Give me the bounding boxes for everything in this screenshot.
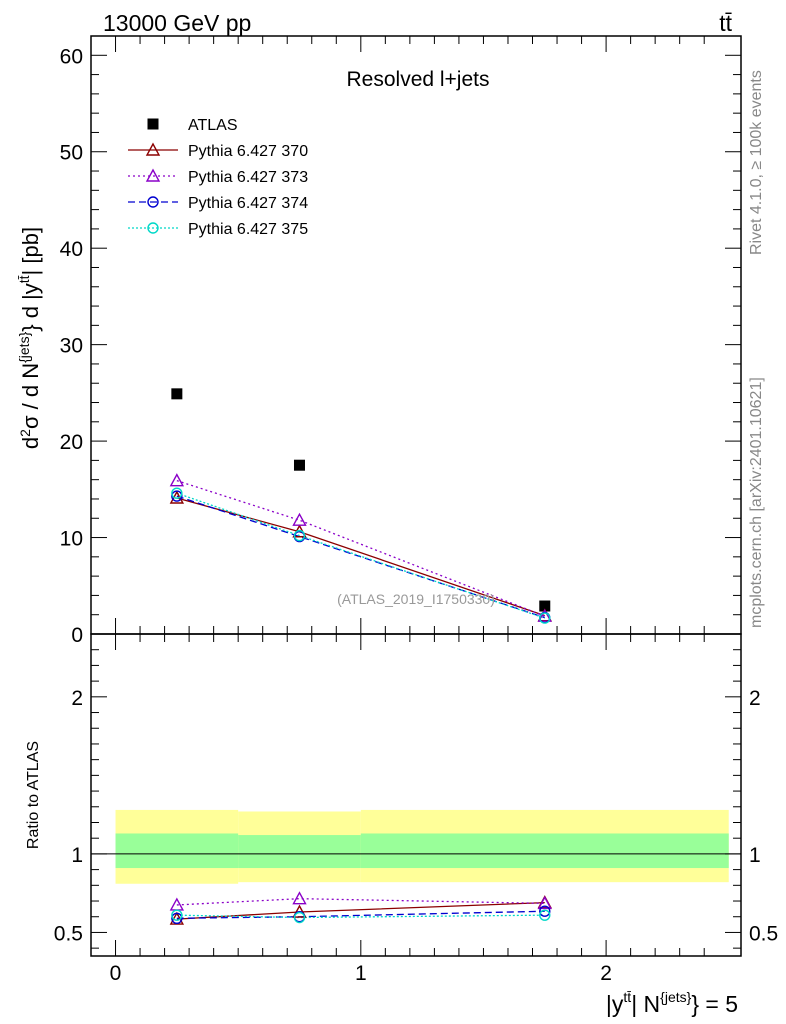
ratio-xtick-label: 1 [355,962,367,985]
main-ytick-label: 20 [60,431,83,454]
ratio-band-green-0 [115,833,239,869]
legend-label-1: Pythia 6.427 370 [188,143,308,160]
legend-marker-2 [145,168,161,182]
main-ytick-label: 50 [60,142,83,165]
legend: ATLAS Pythia 6.427 370 Pythia 6.427 373 Pyt… [128,117,308,238]
ratio-2-point-1 [292,891,307,905]
ratio-line-2 [176,898,545,906]
ratio-line-3 [176,910,545,919]
atlas-point-0 [171,388,183,400]
ratio-band-green-1 [238,835,361,869]
series-line-3 [176,495,545,619]
mcplots-label: mcplots.cern.ch [arXiv:2401.10621] [748,377,765,628]
main-ytick-label: 10 [60,528,83,551]
legend-label-0: ATLAS [188,117,238,134]
ratio-ytick-label-right: 2 [749,687,761,710]
legend-atlas-marker [147,118,159,130]
main-ytick-label: 0 [71,624,83,647]
ratio-line-4 [176,914,545,919]
ratio-3-point-0 [171,912,183,925]
main-panel: 0 10 20 30 40 50 60 Resolved l+jets (ATLAS_201… [16,35,742,647]
header-energy: 13000 GeV pp [103,10,251,36]
series-line-4 [176,492,545,619]
ratio-ytick-label-left: 0.5 [54,922,83,945]
rivet-label: Rivet 4.1.0, ≥ 100k events [748,70,765,255]
ratio-ytick-label-right: 0.5 [749,922,778,945]
atlas-point-1 [293,459,305,471]
header-process: tt̄ [719,10,732,36]
main-ytick-label: 40 [60,238,83,261]
legend-label-3: Pythia 6.427 374 [188,195,308,212]
ratio-ytick-label-left: 1 [71,844,83,867]
ratio-4-point-2 [539,909,551,921]
main-ytick-label: 30 [60,335,83,358]
ratio-4-point-1 [293,911,306,924]
ratio-1-point-1 [292,904,307,918]
series-4-point-1 [293,529,306,542]
watermark: (ATLAS_2019_I1750330) [337,591,495,607]
main-y-axis-label: d2σ / d N{jets}} d |ytt̄| [pb] [16,227,43,449]
ratio-ytick-label-left: 2 [71,687,83,710]
ratio-y-axis-label: Ratio to ATLAS [25,741,42,849]
ratio-4-point-0 [171,909,183,921]
series-2-point-2 [537,608,552,622]
atlas-point-2 [539,600,551,612]
ratio-panel-frame [90,633,742,957]
series-4-point-0 [171,487,183,499]
legend-marker-4 [147,222,159,234]
ratio-ytick-label-right: 1 [749,844,761,867]
ratio-band-green-2 [360,833,729,869]
ratio-xtick-label: 2 [600,962,612,985]
x-axis-label: |ytt̄| N{jets}} = 5 [606,989,738,1017]
chart-title: Resolved l+jets [347,68,490,91]
legend-label-4: Pythia 6.427 375 [188,221,308,238]
series-2-point-1 [292,512,307,526]
ratio-panel: 0.5 0.5 1 1 2 2 0 1 2 Ratio to ATLAS |ytt̄| N{je… [25,633,778,1017]
ratio-line-1 [176,901,545,920]
legend-marker-1 [145,142,161,156]
legend-label-2: Pythia 6.427 373 [188,169,308,186]
ratio-xtick-label: 0 [110,962,122,985]
ratio-2-point-2 [537,895,552,910]
legend-marker-3 [147,196,159,208]
main-ytick-label: 60 [60,45,83,68]
series-3-point-0 [171,490,183,502]
series-2-point-0 [169,473,185,487]
series-4-point-2 [539,612,551,624]
ratio-3-point-2 [539,905,551,917]
